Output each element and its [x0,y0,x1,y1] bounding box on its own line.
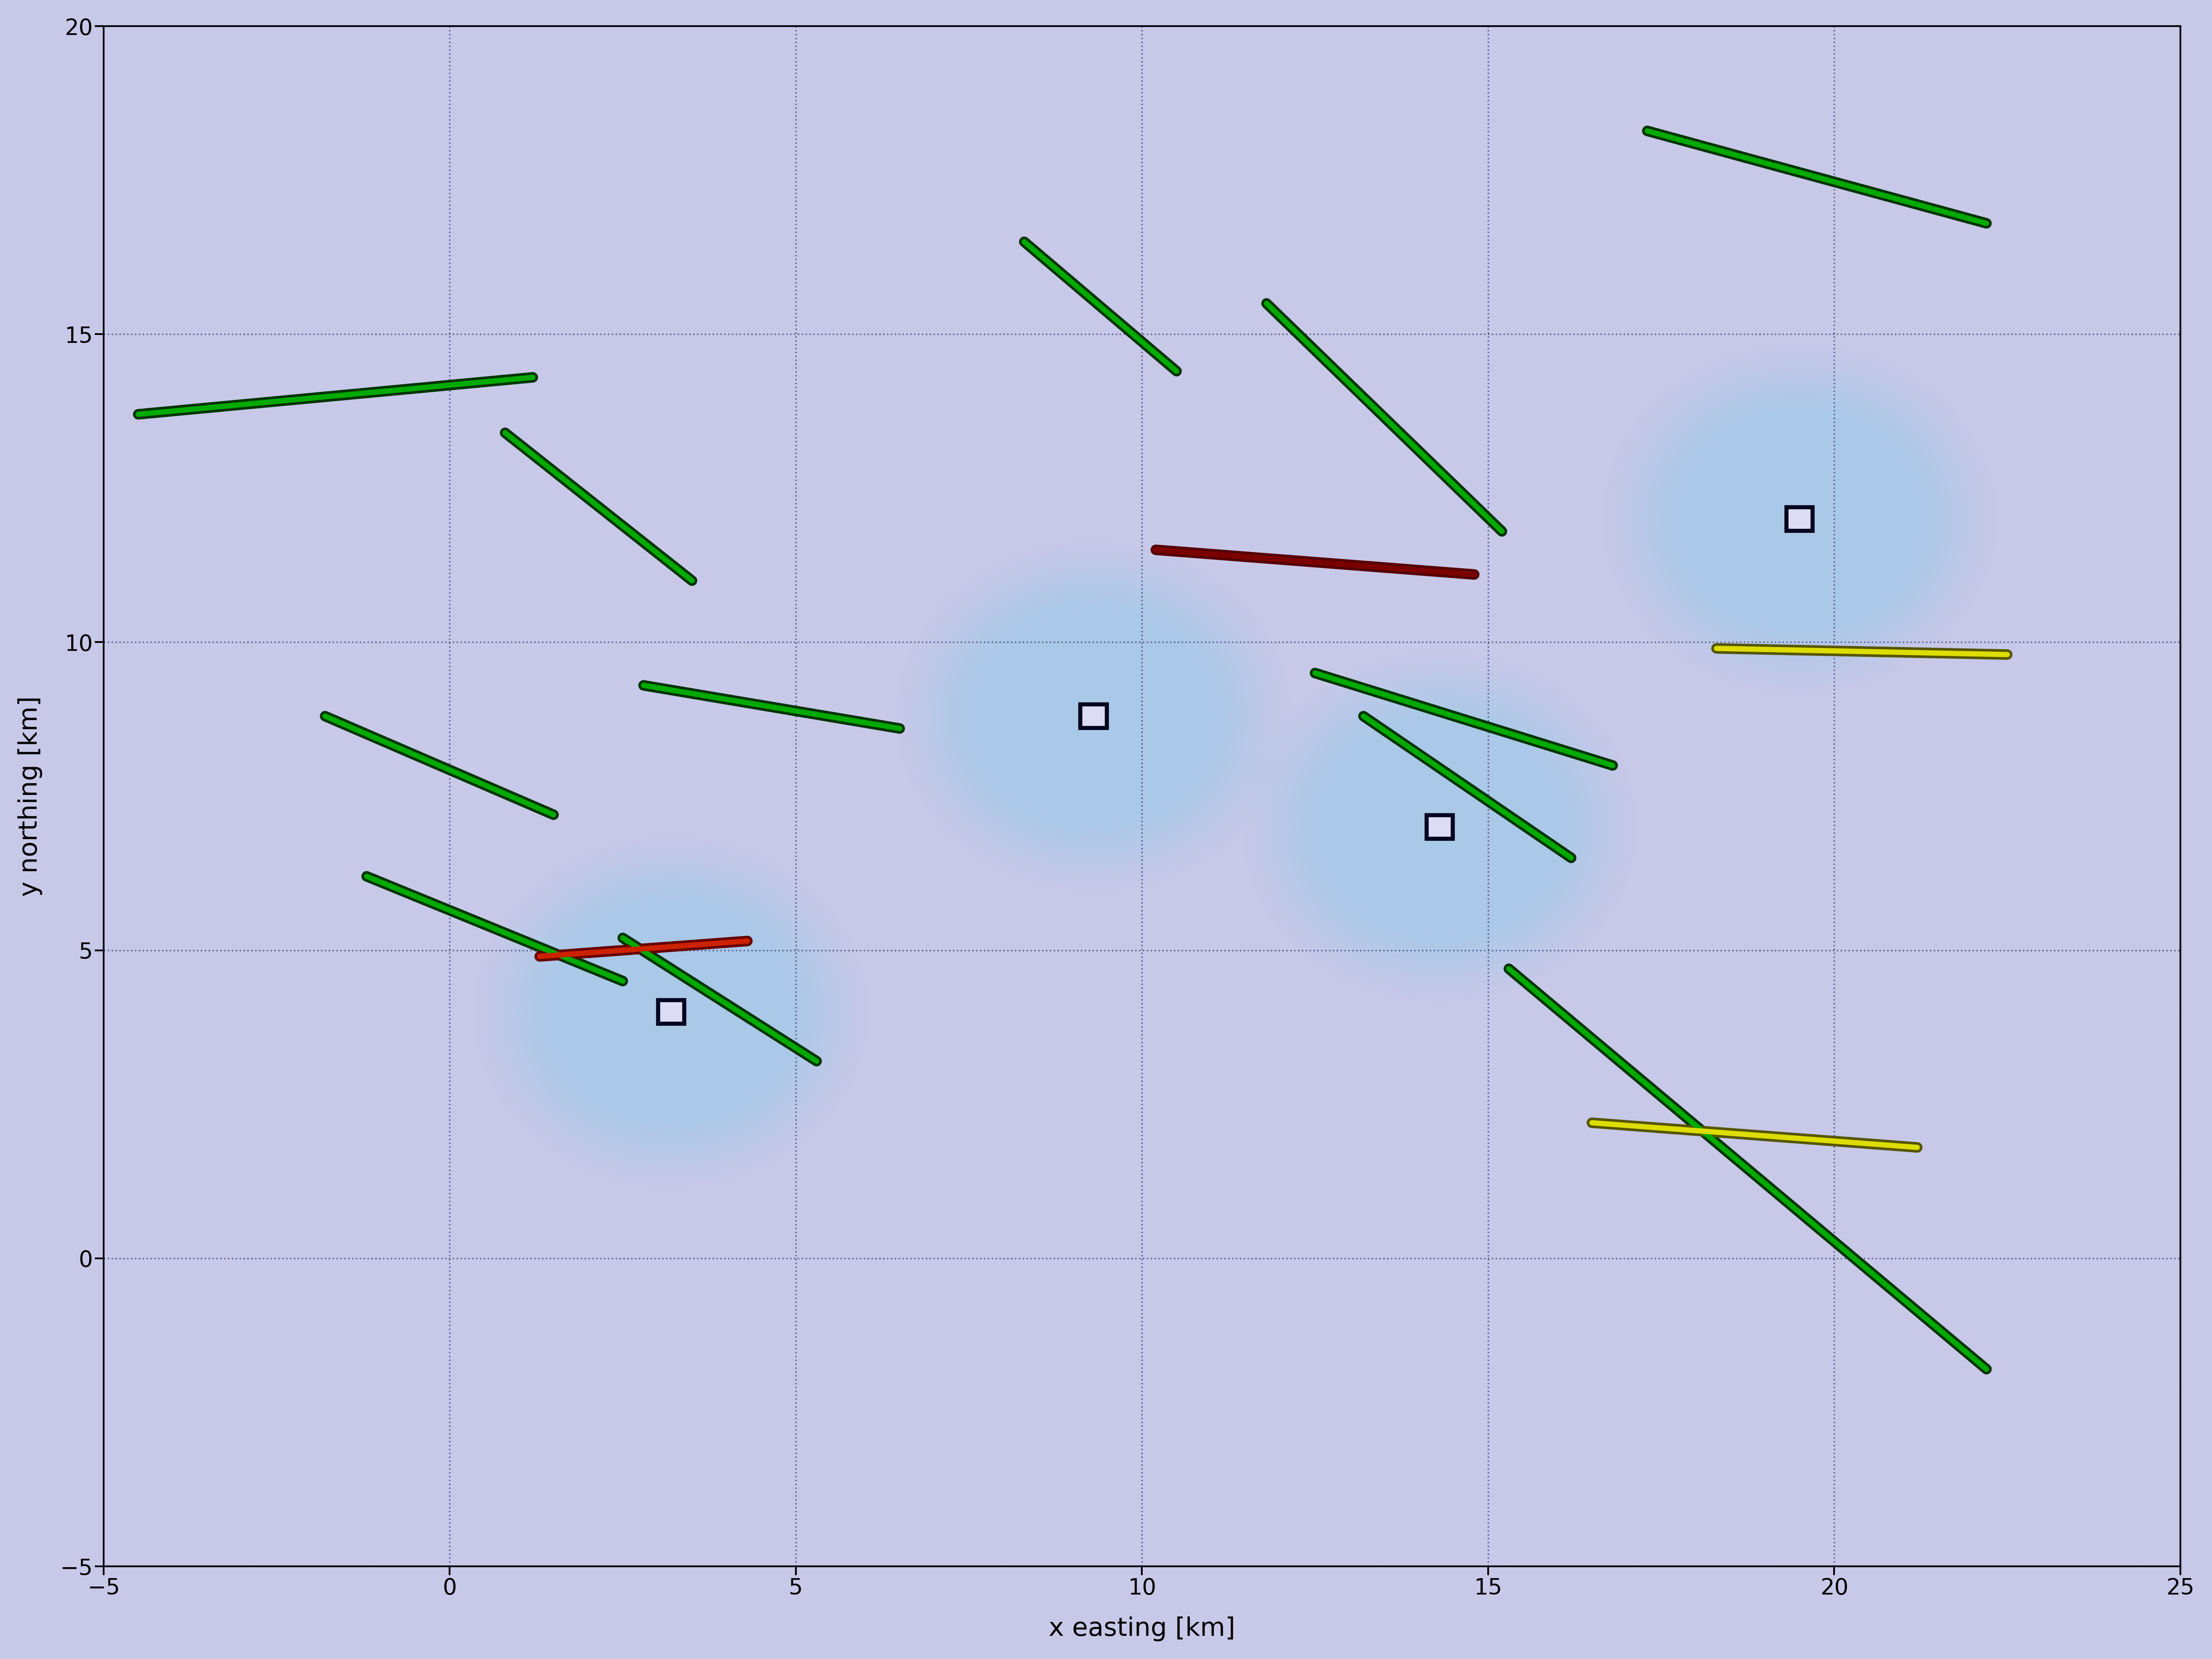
X-axis label: x easting [km]: x easting [km] [1048,1616,1234,1641]
Bar [1079,705,1106,728]
Bar [1787,508,1812,531]
Y-axis label: y northing [km]: y northing [km] [18,697,42,896]
Bar [659,1000,684,1024]
Bar [1427,815,1453,839]
